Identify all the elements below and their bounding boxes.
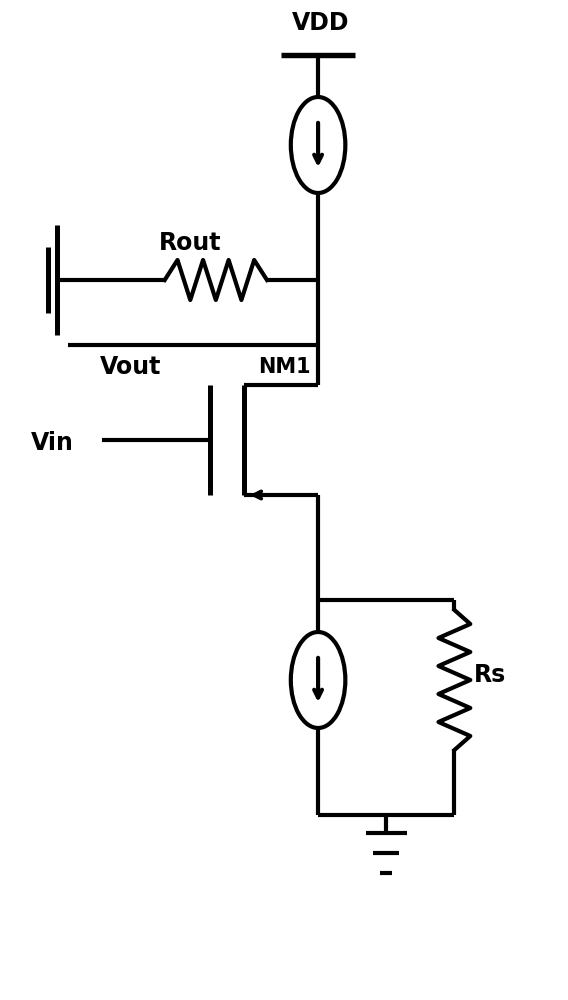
- Text: Vin: Vin: [31, 431, 74, 455]
- Text: Rs: Rs: [474, 663, 507, 687]
- Text: VDD: VDD: [292, 11, 350, 35]
- Text: Rout: Rout: [159, 231, 222, 255]
- Text: NM1: NM1: [258, 357, 311, 377]
- Text: Vout: Vout: [99, 355, 161, 379]
